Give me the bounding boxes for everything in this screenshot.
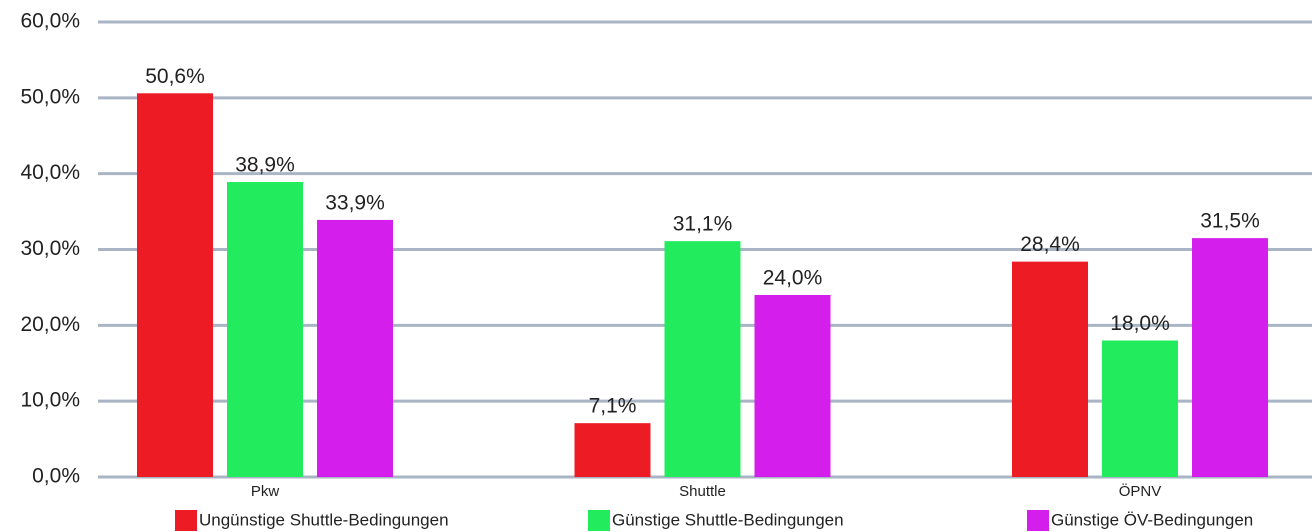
data-label: 7,1% — [589, 395, 637, 418]
bar — [317, 219, 393, 478]
bar — [227, 182, 303, 477]
data-label: 31,1% — [673, 213, 733, 236]
y-tick-label: 40,0% — [20, 161, 80, 184]
bar — [1102, 340, 1178, 477]
y-tick-label: 10,0% — [20, 389, 80, 412]
data-label: 50,6% — [145, 65, 205, 88]
legend-swatch — [175, 510, 197, 531]
y-tick-label: 0,0% — [32, 465, 80, 488]
y-tick-label: 20,0% — [20, 313, 80, 336]
data-label: 33,9% — [325, 191, 385, 214]
legend-label: Günstige Shuttle-Bedingungen — [612, 510, 844, 529]
bar — [754, 295, 831, 477]
data-label: 24,0% — [763, 267, 823, 290]
x-tick-label: Pkw — [251, 483, 280, 500]
bar — [664, 241, 741, 477]
x-tick-label: ÖPNV — [1119, 482, 1162, 500]
legend-swatch — [588, 510, 610, 531]
legend-label: Günstige ÖV-Bedingungen — [1051, 510, 1253, 529]
legend-label: Ungünstige Shuttle-Bedingungen — [199, 510, 449, 529]
data-label: 18,0% — [1110, 312, 1170, 335]
y-tick-label: 30,0% — [20, 237, 80, 260]
bar — [574, 423, 651, 477]
bar — [1012, 261, 1088, 477]
y-tick-label: 60,0% — [20, 10, 80, 33]
data-label: 31,5% — [1200, 210, 1260, 233]
y-tick-label: 50,0% — [20, 85, 80, 108]
x-tick-label: Shuttle — [679, 483, 726, 500]
bar — [137, 93, 213, 478]
data-label: 28,4% — [1020, 233, 1080, 256]
data-label: 38,9% — [235, 154, 295, 177]
bar — [1192, 238, 1268, 477]
legend-swatch — [1027, 510, 1049, 531]
